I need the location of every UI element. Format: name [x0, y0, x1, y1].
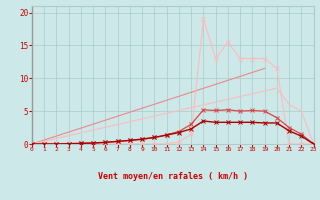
X-axis label: Vent moyen/en rafales ( km/h ): Vent moyen/en rafales ( km/h )	[98, 172, 248, 181]
